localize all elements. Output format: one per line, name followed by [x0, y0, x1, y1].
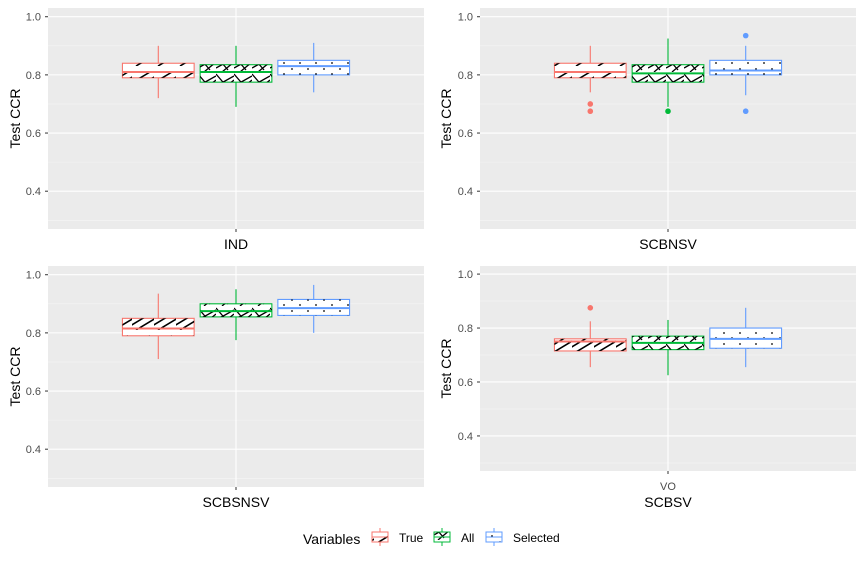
x-axis-title: SCBNSV [639, 236, 697, 252]
box-pattern [122, 318, 195, 336]
y-tick-label: 0.4 [26, 444, 41, 456]
box-true [121, 45, 195, 99]
y-tick-label: 0.4 [458, 431, 473, 443]
y-tick-label: 0.4 [458, 186, 473, 198]
legend-label: Selected [513, 531, 560, 545]
outlier-point [587, 108, 594, 115]
legend-title: Variables [303, 531, 360, 547]
legend-label: All [461, 531, 474, 545]
box-all [631, 38, 705, 115]
outlier-point [665, 108, 671, 115]
legend-item-true: True [370, 528, 424, 546]
y-axis-title: Test CCR [438, 89, 454, 149]
x-axis-title: IND [224, 236, 248, 252]
y-tick-label: 0.6 [458, 128, 473, 140]
y-tick-label: 0.6 [26, 128, 41, 140]
box-selected [709, 32, 783, 115]
x-axis-title: SCBSV [644, 494, 692, 510]
x-tick-label: VO [660, 481, 676, 493]
panel-scbsnsv: 0.4 0.6 0.8 1.0 SCBSNSV Test CCR [7, 266, 424, 510]
box-pattern [554, 63, 627, 78]
x-axis-title: SCBSNSV [203, 494, 271, 510]
y-tick-label: 1.0 [26, 270, 41, 282]
box-all [631, 319, 705, 376]
y-axis-title: Test CCR [7, 347, 23, 407]
outlier-point [742, 32, 749, 39]
box-selected [709, 307, 783, 368]
y-tick-label: 0.8 [26, 328, 41, 340]
y-tick-label: 0.4 [26, 186, 41, 198]
y-tick-label: 0.8 [26, 70, 41, 82]
legend-item-all: All [432, 528, 474, 546]
y-tick-label: 0.8 [458, 323, 473, 335]
legend-label: True [399, 531, 424, 545]
y-tick-label: 1.0 [458, 269, 473, 281]
outlier-point [587, 101, 594, 107]
legend-item-selected: Selected [484, 528, 560, 546]
box-all [199, 45, 273, 107]
y-axis-title: Test CCR [7, 89, 23, 149]
legend: Variables True All Selected [303, 528, 560, 547]
panels-layer: 0.4 0.6 0.8 1.0 IND Test CCR 0.4 0.6 0.8 1.0 SCBNS… [7, 8, 856, 510]
y-tick-label: 1.0 [458, 12, 473, 24]
box-pattern [122, 63, 195, 78]
y-tick-label: 1.0 [26, 12, 41, 24]
box-selected [277, 42, 351, 93]
box-pattern [200, 64, 272, 83]
outlier-point [742, 108, 749, 115]
panel-scbnsv: 0.4 0.6 0.8 1.0 SCBNSV Test CCR [438, 8, 856, 252]
box-true [121, 293, 195, 360]
box-all [199, 289, 273, 341]
y-tick-label: 0.8 [458, 70, 473, 82]
y-tick-label: 0.6 [458, 377, 473, 389]
box-true [553, 45, 627, 115]
outlier-point [587, 305, 594, 311]
box-selected [277, 284, 351, 333]
y-axis-title: Test CCR [438, 339, 454, 399]
box-true [553, 305, 627, 368]
box-pattern [277, 60, 350, 75]
panel-ind: 0.4 0.6 0.8 1.0 IND Test CCR [7, 8, 424, 252]
box-pattern [709, 60, 782, 75]
y-tick-label: 0.6 [26, 386, 41, 398]
